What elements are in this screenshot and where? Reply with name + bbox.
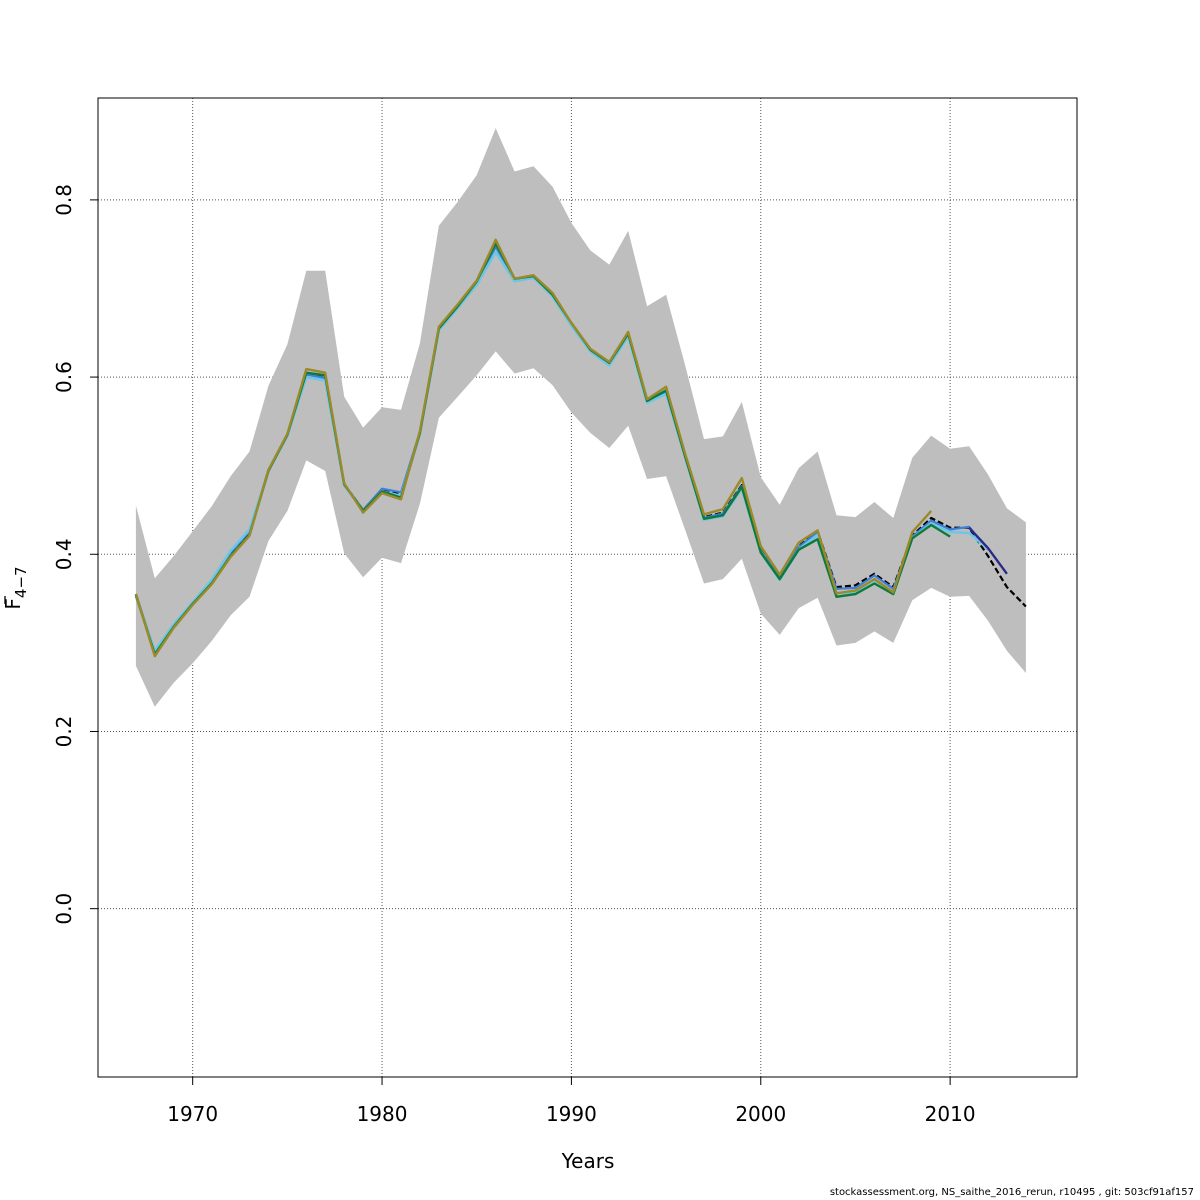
series-line-5: [134, 238, 933, 658]
y-tick-label: 0.4: [52, 538, 76, 570]
y-axis-title: F4−7: [1, 566, 30, 609]
y-tick-label: 0.8: [52, 184, 76, 216]
y-tick-label: 0.0: [52, 893, 76, 925]
series-layer: [134, 238, 1027, 658]
series-line-6: [968, 526, 1008, 575]
x-tick-label: 2010: [925, 1102, 976, 1126]
confidence-band-layer: [135, 128, 1026, 707]
x-axis: 1970 1980 1990 2000 2010: [167, 1077, 976, 1126]
plot-frame: [97, 97, 1078, 1078]
y-tick-label: 0.2: [52, 716, 76, 748]
svg-text:F4−7: F4−7: [1, 566, 30, 609]
source-footer: stockassessment.org, NS_saithe_2016_reru…: [829, 1187, 1194, 1198]
y-tick-label: 0.6: [52, 361, 76, 393]
y-axis-title-sub: 4−7: [12, 566, 30, 598]
x-tick-label: 1980: [357, 1102, 408, 1126]
x-tick-label: 2000: [735, 1102, 786, 1126]
y-axis-title-main: F: [1, 598, 25, 610]
y-axis: 0.0 0.2 0.4 0.6 0.8: [52, 184, 98, 925]
x-tick-label: 1970: [167, 1102, 218, 1126]
x-axis-title: Years: [561, 1149, 615, 1173]
confidence-band: [135, 128, 1026, 707]
x-tick-label: 1990: [546, 1102, 597, 1126]
